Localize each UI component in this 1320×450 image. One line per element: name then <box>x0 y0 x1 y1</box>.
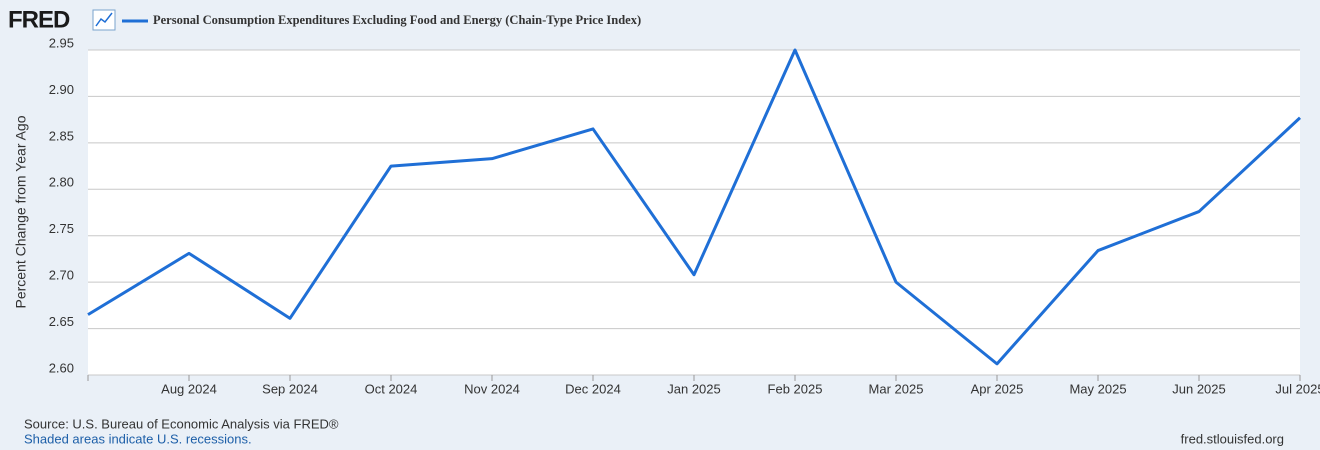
logo: FRED <box>8 6 70 33</box>
legend-label: Personal Consumption Expenditures Exclud… <box>153 13 641 27</box>
y-tick-label: 2.70 <box>49 268 74 283</box>
logo-icon <box>92 9 116 31</box>
x-tick-label: Oct 2024 <box>365 381 418 396</box>
note: Shaded areas indicate U.S. recessions. <box>24 431 252 446</box>
x-tick-label: Jul 2025 <box>1275 381 1320 396</box>
source: Source: U.S. Bureau of Economic Analysis… <box>24 416 339 431</box>
plot-area <box>88 50 1300 375</box>
y-tick-label: 2.90 <box>49 82 74 97</box>
x-tick-label: Apr 2025 <box>971 381 1024 396</box>
x-tick-label: Nov 2024 <box>464 381 520 396</box>
y-tick-label: 2.95 <box>49 35 74 50</box>
x-tick-label: Jan 2025 <box>667 381 721 396</box>
y-tick-label: 2.75 <box>49 221 74 236</box>
x-tick-label: Jun 2025 <box>1172 381 1226 396</box>
y-tick-label: 2.65 <box>49 314 74 329</box>
y-tick-label: 2.80 <box>49 175 74 190</box>
x-tick-label: Dec 2024 <box>565 381 621 396</box>
x-tick-label: Sep 2024 <box>262 381 318 396</box>
y-tick-label: 2.85 <box>49 128 74 143</box>
y-tick-label: 2.60 <box>49 360 74 375</box>
x-tick-label: Aug 2024 <box>161 381 217 396</box>
url: fred.stlouisfed.org <box>1181 431 1284 446</box>
x-tick-label: May 2025 <box>1069 381 1126 396</box>
series-line <box>87 48 1302 366</box>
x-tick-label: Feb 2025 <box>768 381 823 396</box>
y-axis-label: Percent Change from Year Ago <box>13 115 29 308</box>
x-tick-label: Mar 2025 <box>869 381 924 396</box>
